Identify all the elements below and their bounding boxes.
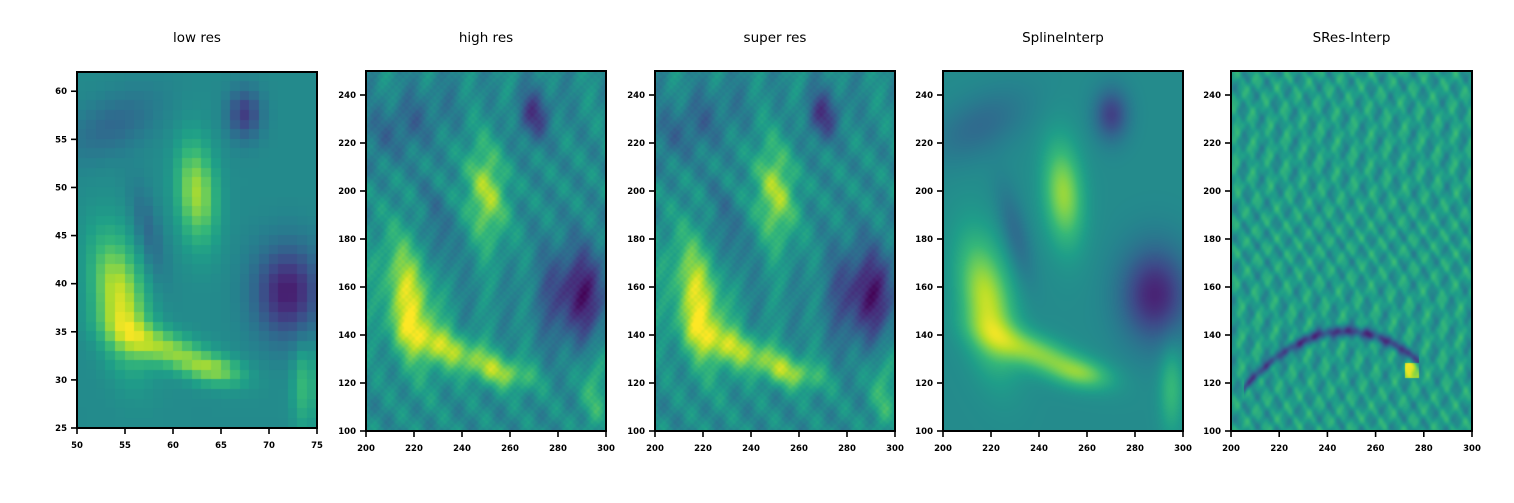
heatmap-image — [655, 71, 895, 431]
x-tick-label: 75 — [311, 441, 323, 451]
y-tick-label: 100 — [1203, 427, 1221, 437]
x-tick-label: 280 — [838, 444, 856, 454]
x-tick-label: 200 — [646, 444, 664, 454]
y-tick-label: 160 — [915, 283, 933, 293]
y-tick-label: 55 — [55, 135, 67, 145]
y-tick-label: 100 — [915, 427, 933, 437]
y-tick-label: 30 — [55, 376, 67, 386]
heatmap-image — [366, 71, 606, 431]
x-tick-label: 280 — [1415, 444, 1433, 454]
y-tick-label: 180 — [338, 235, 356, 245]
y-tick-label: 25 — [55, 424, 67, 434]
y-tick-label: 50 — [55, 183, 67, 193]
x-tick-label: 55 — [119, 441, 131, 451]
y-tick-label: 200 — [627, 187, 645, 197]
y-tick-label: 200 — [338, 187, 356, 197]
x-tick-label: 200 — [357, 444, 375, 454]
heatmap-image — [1231, 71, 1472, 431]
x-tick-label: 240 — [1030, 444, 1048, 454]
x-tick-label: 70 — [263, 441, 275, 451]
y-tick-label: 100 — [627, 427, 645, 437]
y-tick-label: 140 — [627, 331, 645, 341]
axes-frame — [1230, 70, 1473, 432]
y-tick-label: 140 — [915, 331, 933, 341]
x-tick-label: 220 — [1270, 444, 1288, 454]
axes-frame — [654, 70, 896, 432]
x-tick-label: 240 — [742, 444, 760, 454]
y-tick-label: 200 — [1203, 187, 1221, 197]
y-tick-label: 180 — [1203, 235, 1221, 245]
axes-frame — [365, 70, 607, 432]
y-tick-label: 160 — [627, 283, 645, 293]
x-tick-label: 50 — [71, 441, 83, 451]
x-tick-label: 220 — [694, 444, 712, 454]
y-tick-label: 180 — [627, 235, 645, 245]
y-tick-label: 220 — [627, 139, 645, 149]
y-tick-label: 120 — [915, 379, 933, 389]
x-tick-label: 300 — [1174, 444, 1192, 454]
axes-frame — [76, 71, 318, 429]
y-tick-label: 240 — [627, 91, 645, 101]
y-tick-label: 60 — [55, 87, 67, 97]
y-tick-label: 160 — [1203, 283, 1221, 293]
x-tick-label: 260 — [1078, 444, 1096, 454]
x-tick-label: 300 — [597, 444, 615, 454]
x-tick-label: 220 — [405, 444, 423, 454]
y-tick-label: 120 — [338, 379, 356, 389]
heatmap-image — [77, 72, 317, 428]
y-tick-label: 180 — [915, 235, 933, 245]
x-tick-label: 260 — [790, 444, 808, 454]
y-tick-label: 220 — [338, 139, 356, 149]
x-tick-label: 200 — [1222, 444, 1240, 454]
y-tick-label: 35 — [55, 328, 67, 338]
panel-title: super res — [743, 30, 807, 46]
axes-frame — [942, 70, 1184, 432]
x-tick-label: 200 — [934, 444, 952, 454]
x-tick-label: 280 — [549, 444, 567, 454]
y-tick-label: 220 — [1203, 139, 1221, 149]
x-tick-label: 280 — [1126, 444, 1144, 454]
heatmap-image — [943, 71, 1183, 431]
y-tick-label: 240 — [338, 91, 356, 101]
x-tick-label: 220 — [982, 444, 1000, 454]
x-tick-label: 260 — [501, 444, 519, 454]
x-tick-label: 65 — [215, 441, 227, 451]
y-tick-label: 100 — [338, 427, 356, 437]
x-tick-label: 300 — [1463, 444, 1481, 454]
panel-title: SplineInterp — [1022, 30, 1104, 46]
x-tick-label: 240 — [1319, 444, 1337, 454]
y-tick-label: 45 — [55, 232, 67, 242]
y-tick-label: 220 — [915, 139, 933, 149]
panel-title: low res — [173, 30, 221, 46]
x-tick-label: 300 — [886, 444, 904, 454]
y-tick-label: 40 — [55, 280, 67, 290]
y-tick-label: 160 — [338, 283, 356, 293]
y-tick-label: 120 — [1203, 379, 1221, 389]
x-tick-label: 60 — [167, 441, 179, 451]
panel-title: SRes-Interp — [1312, 30, 1391, 46]
x-tick-label: 260 — [1367, 444, 1385, 454]
y-tick-label: 240 — [915, 91, 933, 101]
y-tick-label: 240 — [1203, 91, 1221, 101]
panel-title: high res — [458, 30, 514, 46]
y-tick-label: 140 — [1203, 331, 1221, 341]
y-tick-label: 140 — [338, 331, 356, 341]
x-tick-label: 240 — [453, 444, 471, 454]
y-tick-label: 200 — [915, 187, 933, 197]
y-tick-label: 120 — [627, 379, 645, 389]
